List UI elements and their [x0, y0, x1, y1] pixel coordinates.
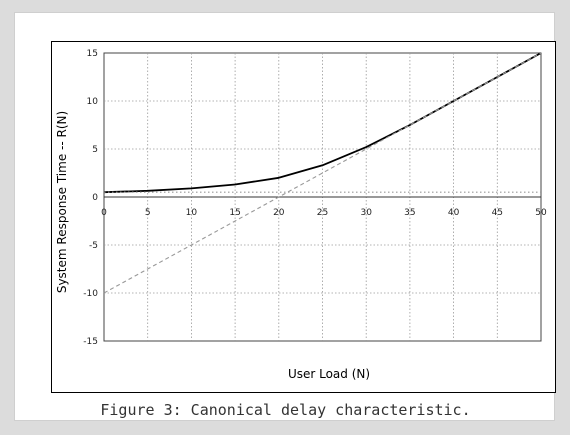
x-tick-label: 5	[145, 208, 151, 218]
x-tick-label: 45	[492, 208, 503, 218]
x-tick-label: 50	[535, 208, 547, 218]
y-tick-label: 15	[87, 49, 98, 59]
y-tick-label: -5	[89, 241, 98, 251]
series-asymptote-line	[103, 52, 542, 294]
x-tick-label: 20	[273, 208, 285, 218]
x-tick-label: 10	[186, 208, 198, 218]
x-tick-label: 25	[317, 208, 328, 218]
delay-chart: 0 5 10 15 20 25 30 35 40 45 50 -15 -10 -5 0 5 10 15 User …	[55, 49, 547, 381]
y-tick-label: -10	[83, 289, 98, 299]
x-tick-label: 35	[404, 208, 415, 218]
y-tick-label: 5	[92, 145, 98, 155]
y-tick-label: 10	[87, 97, 99, 107]
figure-card: 0 5 10 15 20 25 30 35 40 45 50 -15 -10 -5 0 5 10 15 User …	[14, 12, 556, 421]
series-layer	[103, 52, 542, 294]
x-tick-label: 30	[360, 208, 372, 218]
figure-caption: Figure 3: Canonical delay characteristic…	[100, 401, 471, 419]
series-response-curve	[103, 52, 542, 194]
x-axis-label: User Load (N)	[288, 367, 370, 381]
y-tick-label: 0	[92, 193, 98, 203]
plot-frame: 0 5 10 15 20 25 30 35 40 45 50 -15 -10 -5 0 5 10 15 User …	[51, 41, 556, 393]
x-tick-label: 0	[101, 208, 107, 218]
x-tick-label: 15	[229, 208, 240, 218]
y-tick-label: -15	[83, 337, 98, 347]
tick-layer: 0 5 10 15 20 25 30 35 40 45 50 -15 -10 -5 0 5 10 15	[83, 49, 547, 347]
x-tick-label: 40	[448, 208, 460, 218]
y-axis-label: System Response Time -- R(N)	[55, 111, 69, 293]
